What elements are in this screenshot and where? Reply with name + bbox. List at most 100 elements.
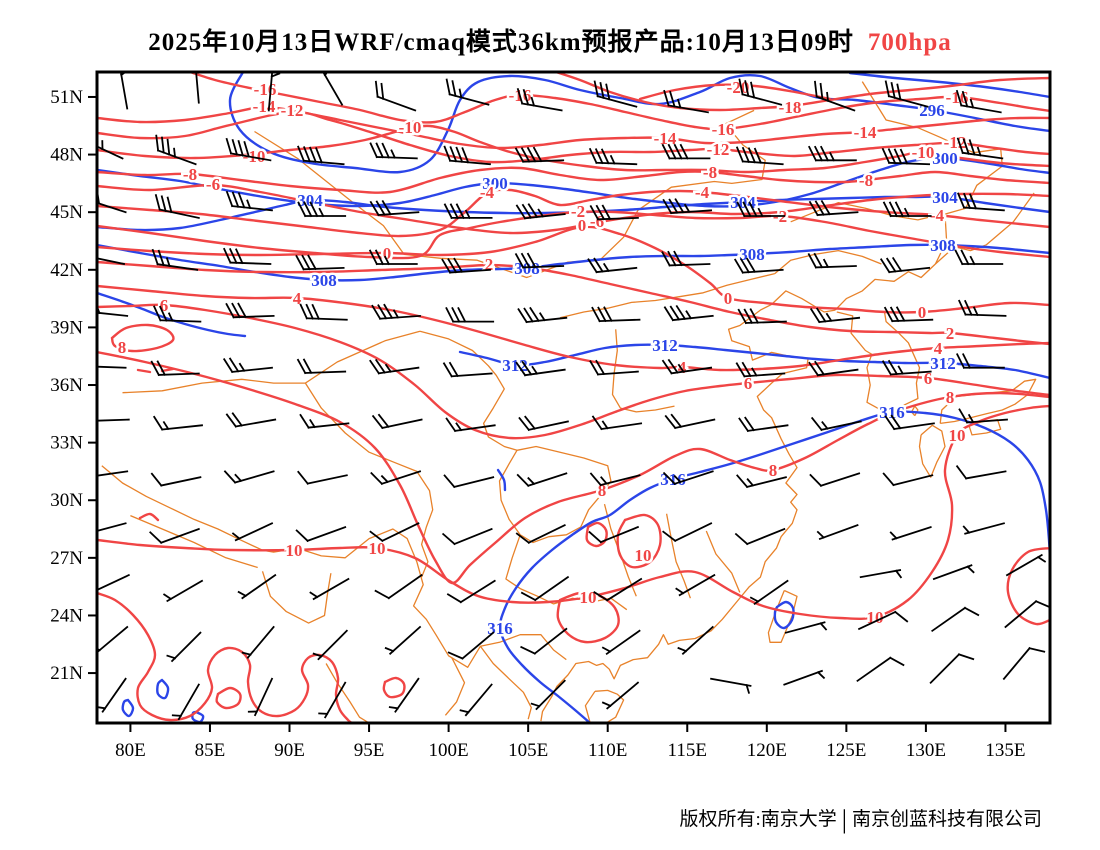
border [261, 571, 332, 624]
temp-contour [638, 83, 832, 101]
border [419, 330, 518, 451]
lon-tick-label: 135E [985, 740, 1025, 761]
height-contour [97, 243, 1050, 282]
temp-contour-label: 10 [286, 541, 303, 560]
border [254, 109, 766, 279]
wind-barb [441, 527, 493, 546]
border [304, 382, 434, 578]
temp-contour [97, 105, 1050, 150]
height-contour-label: 308 [739, 245, 765, 264]
temp-contour [97, 183, 1050, 235]
wind-barb [881, 359, 932, 376]
wind-barb [883, 306, 934, 323]
wind-barb [589, 359, 639, 376]
wind-barb [443, 145, 491, 166]
wind-barb [889, 525, 932, 541]
height-contour [228, 72, 1050, 174]
temp-contour-label: 2 [946, 324, 955, 343]
height-contour-label: 304 [297, 191, 323, 210]
lon-tick-label: 90E [274, 740, 305, 761]
temp-contour [97, 284, 1050, 372]
border [101, 465, 567, 668]
wind-barb [749, 579, 789, 606]
page-title: 2025年10月13日WRF/cmaq模式36km预报产品:10月13日09时 7… [0, 22, 1100, 58]
wind-barb [931, 606, 980, 633]
height-contour-label: 316 [879, 403, 905, 422]
wind-barb [441, 257, 491, 274]
wind-barb [955, 353, 1005, 369]
temp-contour-label: 10 [949, 426, 966, 445]
wind-barb [388, 677, 420, 713]
temp-contour-label: -8 [183, 165, 197, 184]
wind-barb [958, 299, 1007, 317]
wind-barb [374, 80, 417, 112]
wind-barb [662, 198, 713, 215]
wind-barb [195, 72, 200, 104]
coastline [325, 663, 370, 723]
footer-separator: | [841, 805, 847, 834]
temp-contour [554, 72, 1050, 112]
wind-barb [859, 569, 903, 579]
wind-barb [225, 137, 272, 162]
temp-contour-fragment [136, 368, 152, 374]
wind-barb [662, 470, 714, 486]
border [479, 645, 532, 720]
wind-barb [516, 87, 563, 112]
wind-barb [223, 247, 272, 265]
wind-barb [97, 470, 129, 477]
pressure-level-label: 700hpa [867, 29, 952, 56]
border [834, 263, 936, 311]
wind-barb [166, 631, 202, 663]
wind-barb [267, 72, 281, 112]
wind-barb [857, 610, 909, 631]
temp-contour [97, 260, 1050, 346]
height-contour-label: 300 [932, 149, 958, 168]
temp-contour [188, 72, 1050, 131]
wind-barb [369, 358, 420, 375]
lon-tick-label: 125E [826, 740, 866, 761]
border [122, 378, 306, 394]
wind-barb [738, 416, 789, 433]
wind-barb [677, 625, 714, 655]
height-contour-fragment [773, 600, 795, 630]
wind-barb [957, 192, 1005, 212]
temp-contour-fragment [556, 591, 620, 644]
lon-tick-label: 120E [747, 740, 787, 761]
copyright-footer: 版权所有:南京大学 | 南京创蓝科技有限公司 [679, 804, 1042, 835]
wind-barb [150, 472, 202, 487]
company-text: 南京创蓝科技有限公司 [851, 809, 1042, 830]
wind-barb [515, 360, 566, 377]
temp-contour-label: 10 [635, 546, 652, 565]
lat-tick-label: 51N [50, 87, 83, 108]
wind-barb [459, 683, 493, 717]
wind-barb [810, 416, 862, 432]
wind-barb [881, 147, 931, 166]
wind-barb [296, 358, 347, 375]
temp-contour [97, 225, 1050, 314]
border [559, 272, 775, 319]
temp-contour-label: -12 [944, 133, 967, 152]
temp-contour [97, 166, 1050, 194]
lat-tick-label: 27N [50, 548, 83, 569]
wind-barb [807, 252, 857, 269]
lat-tick-label: 45N [50, 202, 83, 223]
wind-barb [97, 573, 130, 591]
wind-barb [514, 252, 565, 269]
temp-contour-fragment [160, 367, 175, 373]
wind-barb [879, 256, 931, 274]
wind-barb [97, 522, 127, 532]
wind-barb [884, 414, 935, 431]
lon-tick-label: 80E [115, 740, 146, 761]
wind-barb [589, 472, 641, 487]
height-contour-fragment [191, 710, 205, 723]
wind-barb [119, 72, 129, 110]
wind-barb [809, 472, 861, 487]
wind-barb [816, 524, 859, 541]
temp-contour-label: 2 [485, 255, 494, 274]
temp-contour-label: 10 [369, 539, 386, 558]
wind-barb [299, 303, 348, 321]
lon-tick-label: 85E [195, 740, 226, 761]
